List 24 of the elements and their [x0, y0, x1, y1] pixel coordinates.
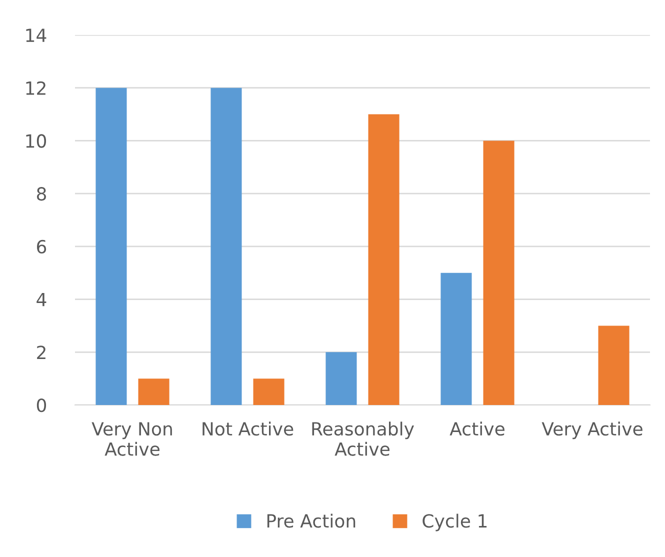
y-tick-label: 0	[36, 398, 46, 412]
bar	[368, 114, 400, 405]
y-tick-label: 2	[37, 346, 46, 360]
bar	[210, 88, 242, 405]
bar	[253, 378, 284, 405]
y-tick-label: 10	[26, 134, 46, 148]
x-tick-label: Very Active	[542, 422, 642, 440]
x-tick-label: Active	[450, 422, 504, 436]
y-tick-label: 8	[36, 187, 46, 201]
bar	[326, 352, 357, 405]
bar	[138, 378, 170, 405]
y-tick-label: 4	[36, 292, 46, 306]
bar	[440, 272, 472, 405]
bar	[96, 88, 127, 405]
y-tick-label: 14	[26, 28, 46, 42]
x-tick-label: Very Non Active	[92, 422, 172, 456]
y-tick-label: 12	[26, 81, 46, 95]
bar	[598, 326, 630, 405]
legend-label: Cycle 1	[422, 514, 487, 532]
bar	[483, 140, 514, 405]
x-tick-label: Not Active	[202, 422, 294, 436]
legend-label: Pre Action	[267, 514, 356, 528]
x-tick-label: Reasonably Active	[312, 422, 414, 456]
y-tick-label: 6	[36, 240, 46, 254]
